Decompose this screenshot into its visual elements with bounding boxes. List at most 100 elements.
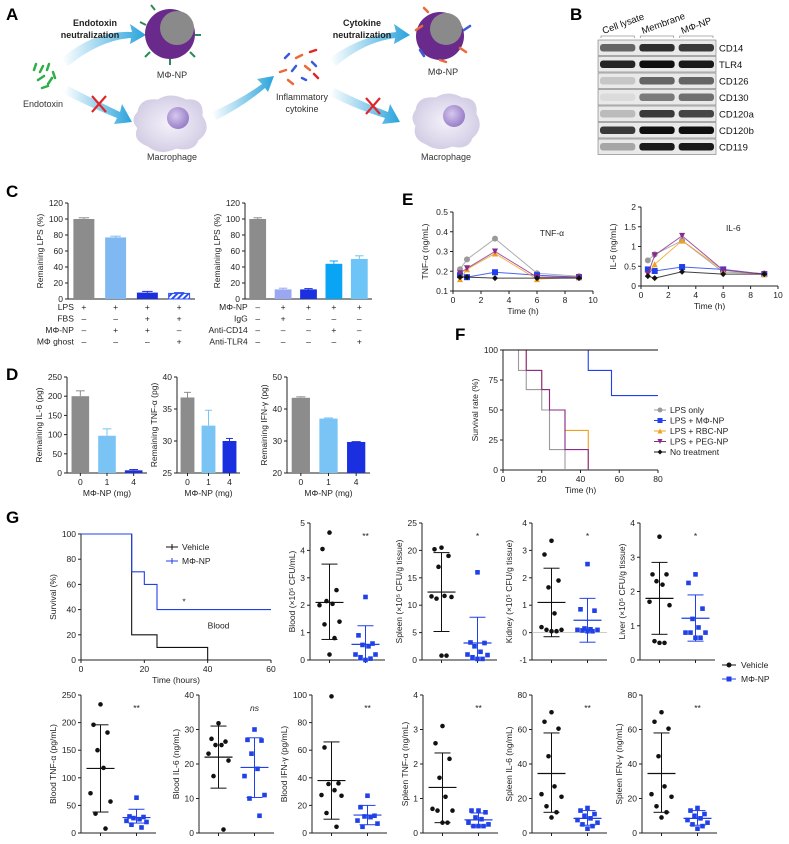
data-point [546,585,551,590]
data-point [585,628,590,634]
y-axis-label: Survival (%) [48,574,58,620]
blot-band [600,126,636,134]
series-lps-rbc-np [644,237,768,278]
data-point [368,814,373,820]
x-tick-label: 20 [537,474,547,484]
data-point [478,649,483,655]
y-tick-label: 0.1 [436,286,448,296]
chart-e-il6: 0 0.5 1 1.5 2 IL-6 (ng/mL) 0 2 4 6 8 10 Time (h) IL-6 [608,202,783,311]
group-m-np [122,795,151,836]
legend-label: Vehicle [741,660,769,670]
significance-marker: ** [584,703,591,713]
blot-band [678,77,714,85]
y-tick-label: 50 [67,800,77,810]
data-point [660,582,665,587]
data-point [139,825,144,830]
data-point [221,827,226,832]
data-point [252,727,257,732]
condition-sign: + [145,314,150,324]
data-point [219,742,224,748]
data-point [475,570,480,575]
y-tick-label: 0 [413,828,418,838]
data-point [468,640,473,645]
group-m-np [464,808,493,836]
mnp-label: MΦ-NP [428,67,458,77]
data-point [652,638,657,644]
y-tick-label: 40 [54,262,64,272]
data-point [442,593,447,599]
blot-marker-label: CD120b [719,126,754,137]
y-axis-label: Remaining TNF-α (pg) [149,383,159,468]
bar [249,219,267,299]
data-point [592,811,597,817]
data-point [368,656,373,661]
data-point [88,790,93,796]
blot-band [639,110,675,118]
data-point [362,814,367,819]
x-axis-label: Time (h) [565,485,596,495]
y-tick-label: 80 [518,690,528,700]
y-tick-label: 60 [518,725,528,735]
blot-band [678,60,714,68]
group-vehicle [317,694,346,836]
data-point [479,816,484,822]
y-tick-label: 250 [62,690,76,700]
data-point [590,628,595,634]
data-point [366,644,371,649]
chart-d-tnf: 25 30 35 40 Remaining TNF-α (pg) 0 1 4MΦ-NP (mg… [149,372,240,498]
data-point [255,766,260,772]
data-point [559,627,564,633]
condition-sign: – [255,302,260,312]
data-point [450,808,455,813]
data-point [651,275,658,282]
data-point [559,794,564,800]
data-point [651,261,658,268]
y-tick-label: 120 [226,198,240,208]
chart-g-liver-cfu: 0 1 2 3 4 Liver (×10⁵ CFU/g tissue) * [617,518,715,665]
blocked-x-icon [365,97,381,115]
legend-item: LPS only [654,405,705,415]
data-point [327,530,332,535]
y-axis-label: Remaining IFN-γ (pg) [259,384,269,465]
group-m-np [353,793,382,836]
data-point [93,811,98,816]
y-tick-label: 0 [302,828,307,838]
blot-band [639,126,675,134]
x-tick-label: 0 [78,477,83,487]
x-tick-label: 80 [653,474,663,484]
data-point [445,820,450,825]
data-point [144,819,149,825]
condition-label: Anti-CD14 [208,325,247,335]
data-point [211,773,216,779]
data-point [582,813,587,819]
y-tick-label: 2 [300,600,305,610]
series-line [459,238,580,277]
data-point [98,702,103,707]
bar [222,441,237,473]
data-point [360,824,365,830]
data-point [353,652,358,657]
data-point [480,656,485,662]
bar [168,292,191,300]
data-point [365,793,370,799]
condition-sign: – [357,325,362,335]
legend-label: Vehicle [182,542,210,552]
endotoxin-neutralization-label-1: Endotoxin [73,18,117,28]
arrow-icon [330,24,410,66]
data-point [578,607,583,612]
x-tick-label: 60 [615,474,625,484]
condition-sign: – [281,325,286,335]
y-tick-label: 100 [49,214,63,224]
x-tick-label: 40 [203,664,213,674]
cytokine-neutralization-label-2: neutralization [333,30,392,40]
significance-marker: ** [364,703,371,713]
data-point [242,773,247,779]
data-point [664,572,669,577]
data-point [444,653,449,658]
group-m-np [683,805,712,836]
y-tick-label: 20 [518,794,528,804]
data-point [363,594,368,600]
y-tick-label: 25 [408,518,418,528]
data-point [473,815,478,820]
group-vehicle [315,530,344,663]
